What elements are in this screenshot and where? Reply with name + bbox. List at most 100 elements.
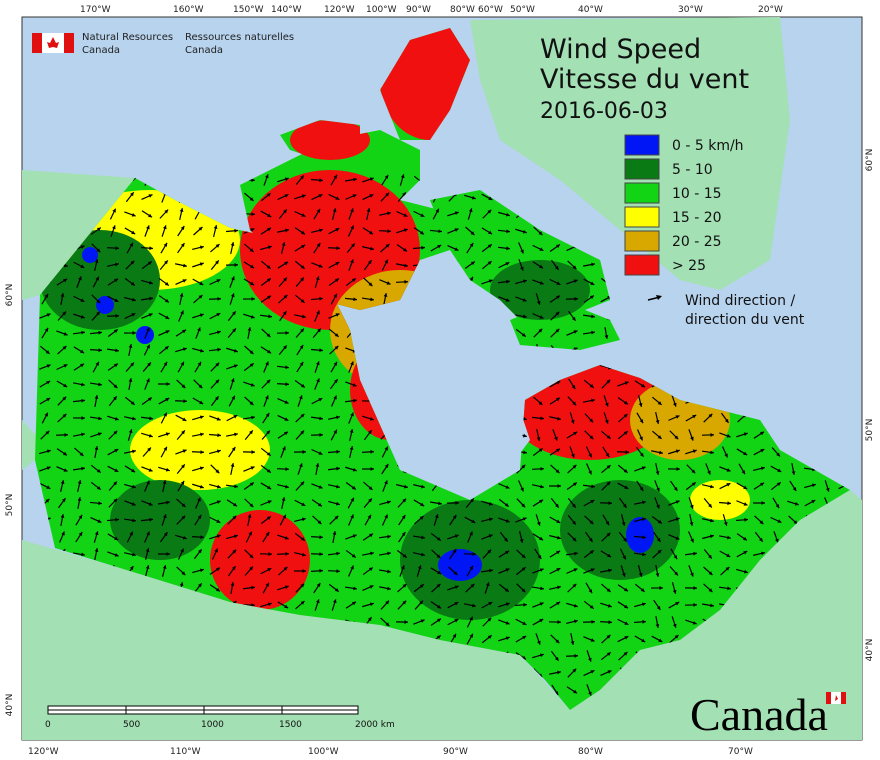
arrow-head	[384, 480, 388, 485]
latitude-label: 60°N	[5, 284, 15, 307]
latitude-label: 50°N	[5, 494, 15, 517]
wind-arrow	[668, 415, 680, 421]
wind-arrow	[144, 378, 150, 390]
arrow-head	[606, 652, 611, 656]
wind-arrow	[141, 260, 153, 270]
arrow-head	[676, 467, 680, 471]
arrow-head	[146, 531, 150, 536]
arrow-head	[523, 314, 527, 319]
wind-arrow	[179, 293, 184, 305]
wind-arrow	[465, 497, 475, 509]
wind-arrow	[348, 361, 354, 373]
arrow-head	[760, 449, 765, 453]
wind-arrow	[753, 431, 765, 439]
wind-arrow	[684, 551, 698, 556]
arrow-head	[606, 588, 611, 592]
wind-arrow	[90, 464, 102, 474]
wind-arrow	[447, 601, 459, 609]
wind-arrow	[804, 499, 816, 507]
wind-arrow	[276, 331, 290, 335]
arrow-head	[387, 211, 391, 216]
arrow-head	[46, 313, 51, 317]
wind-arrow	[752, 501, 766, 505]
arrow-head	[149, 416, 153, 421]
wind-arrow	[159, 209, 169, 219]
arrow-head	[554, 265, 559, 270]
arrow-head	[641, 383, 646, 388]
arrow-head	[249, 197, 254, 201]
wind-arrow	[278, 294, 288, 304]
wind-arrow	[39, 482, 51, 490]
arrow-head	[522, 635, 527, 640]
arrow-head	[179, 293, 184, 297]
arrow-head	[182, 279, 187, 283]
arrow-head	[181, 571, 186, 576]
wind-arrow	[753, 551, 765, 556]
arrow-head	[197, 514, 202, 519]
wind-arrow	[703, 583, 713, 593]
wind-arrow	[296, 344, 304, 356]
wind-arrow	[636, 480, 644, 492]
arrow-head	[333, 395, 337, 400]
wind-arrow	[413, 210, 425, 218]
arrow-head	[520, 487, 524, 492]
wind-arrow	[40, 430, 50, 440]
wind-arrow	[616, 450, 630, 455]
wind-arrow	[603, 412, 609, 424]
arrow-head	[282, 446, 286, 451]
wind-arrow	[242, 415, 256, 420]
arrow-head	[655, 573, 660, 577]
wind-arrow	[378, 569, 392, 574]
arrow-head	[62, 311, 66, 316]
wind-arrow	[600, 550, 612, 558]
arrow-head	[419, 230, 424, 235]
legend-swatch	[624, 158, 660, 180]
wind-arrow	[620, 514, 626, 526]
arrow-head	[60, 293, 65, 297]
wind-arrow	[497, 246, 511, 251]
wind-arrow	[565, 653, 579, 658]
arrow-head	[522, 229, 527, 234]
wind-arrow	[225, 228, 239, 233]
arrow-head	[672, 402, 677, 407]
wind-arrow	[106, 517, 120, 522]
wind-arrow	[192, 278, 204, 286]
wind-arrow	[210, 379, 220, 389]
wind-arrow	[94, 394, 99, 408]
wind-arrow	[158, 295, 170, 303]
arrow-head	[146, 344, 150, 349]
wind-arrow	[738, 463, 746, 475]
wind-arrow	[345, 381, 357, 387]
wind-arrow	[397, 600, 407, 610]
arrow-head	[198, 295, 203, 299]
wind-arrow	[585, 582, 593, 594]
arrow-head	[469, 633, 473, 638]
wind-arrow	[72, 416, 86, 420]
wind-arrow	[430, 567, 442, 575]
wind-arrow	[382, 480, 388, 492]
arrow-head	[94, 531, 99, 536]
wind-arrow	[669, 430, 679, 440]
wind-arrow	[39, 466, 51, 472]
arrow-head	[421, 552, 425, 557]
wind-arrow	[772, 497, 780, 509]
wind-arrow	[804, 483, 816, 489]
wind-arrow	[348, 514, 354, 526]
arrow-head	[638, 402, 643, 407]
wind-arrow	[481, 500, 493, 506]
arrow-head	[266, 193, 271, 197]
arrow-head	[81, 382, 85, 387]
wind-arrow	[654, 497, 660, 509]
wind-arrow	[294, 294, 306, 304]
arrow-head	[506, 246, 510, 251]
arrow-head	[282, 514, 286, 519]
wind-arrow	[72, 398, 86, 403]
wind-arrow	[228, 395, 236, 407]
wind-arrow	[518, 480, 524, 492]
wind-arrow	[348, 259, 354, 271]
arrow-head	[710, 484, 714, 489]
arrow-head	[383, 293, 388, 297]
arrow-head	[573, 568, 578, 572]
arrow-head	[572, 520, 576, 525]
wind-arrow	[295, 328, 305, 338]
